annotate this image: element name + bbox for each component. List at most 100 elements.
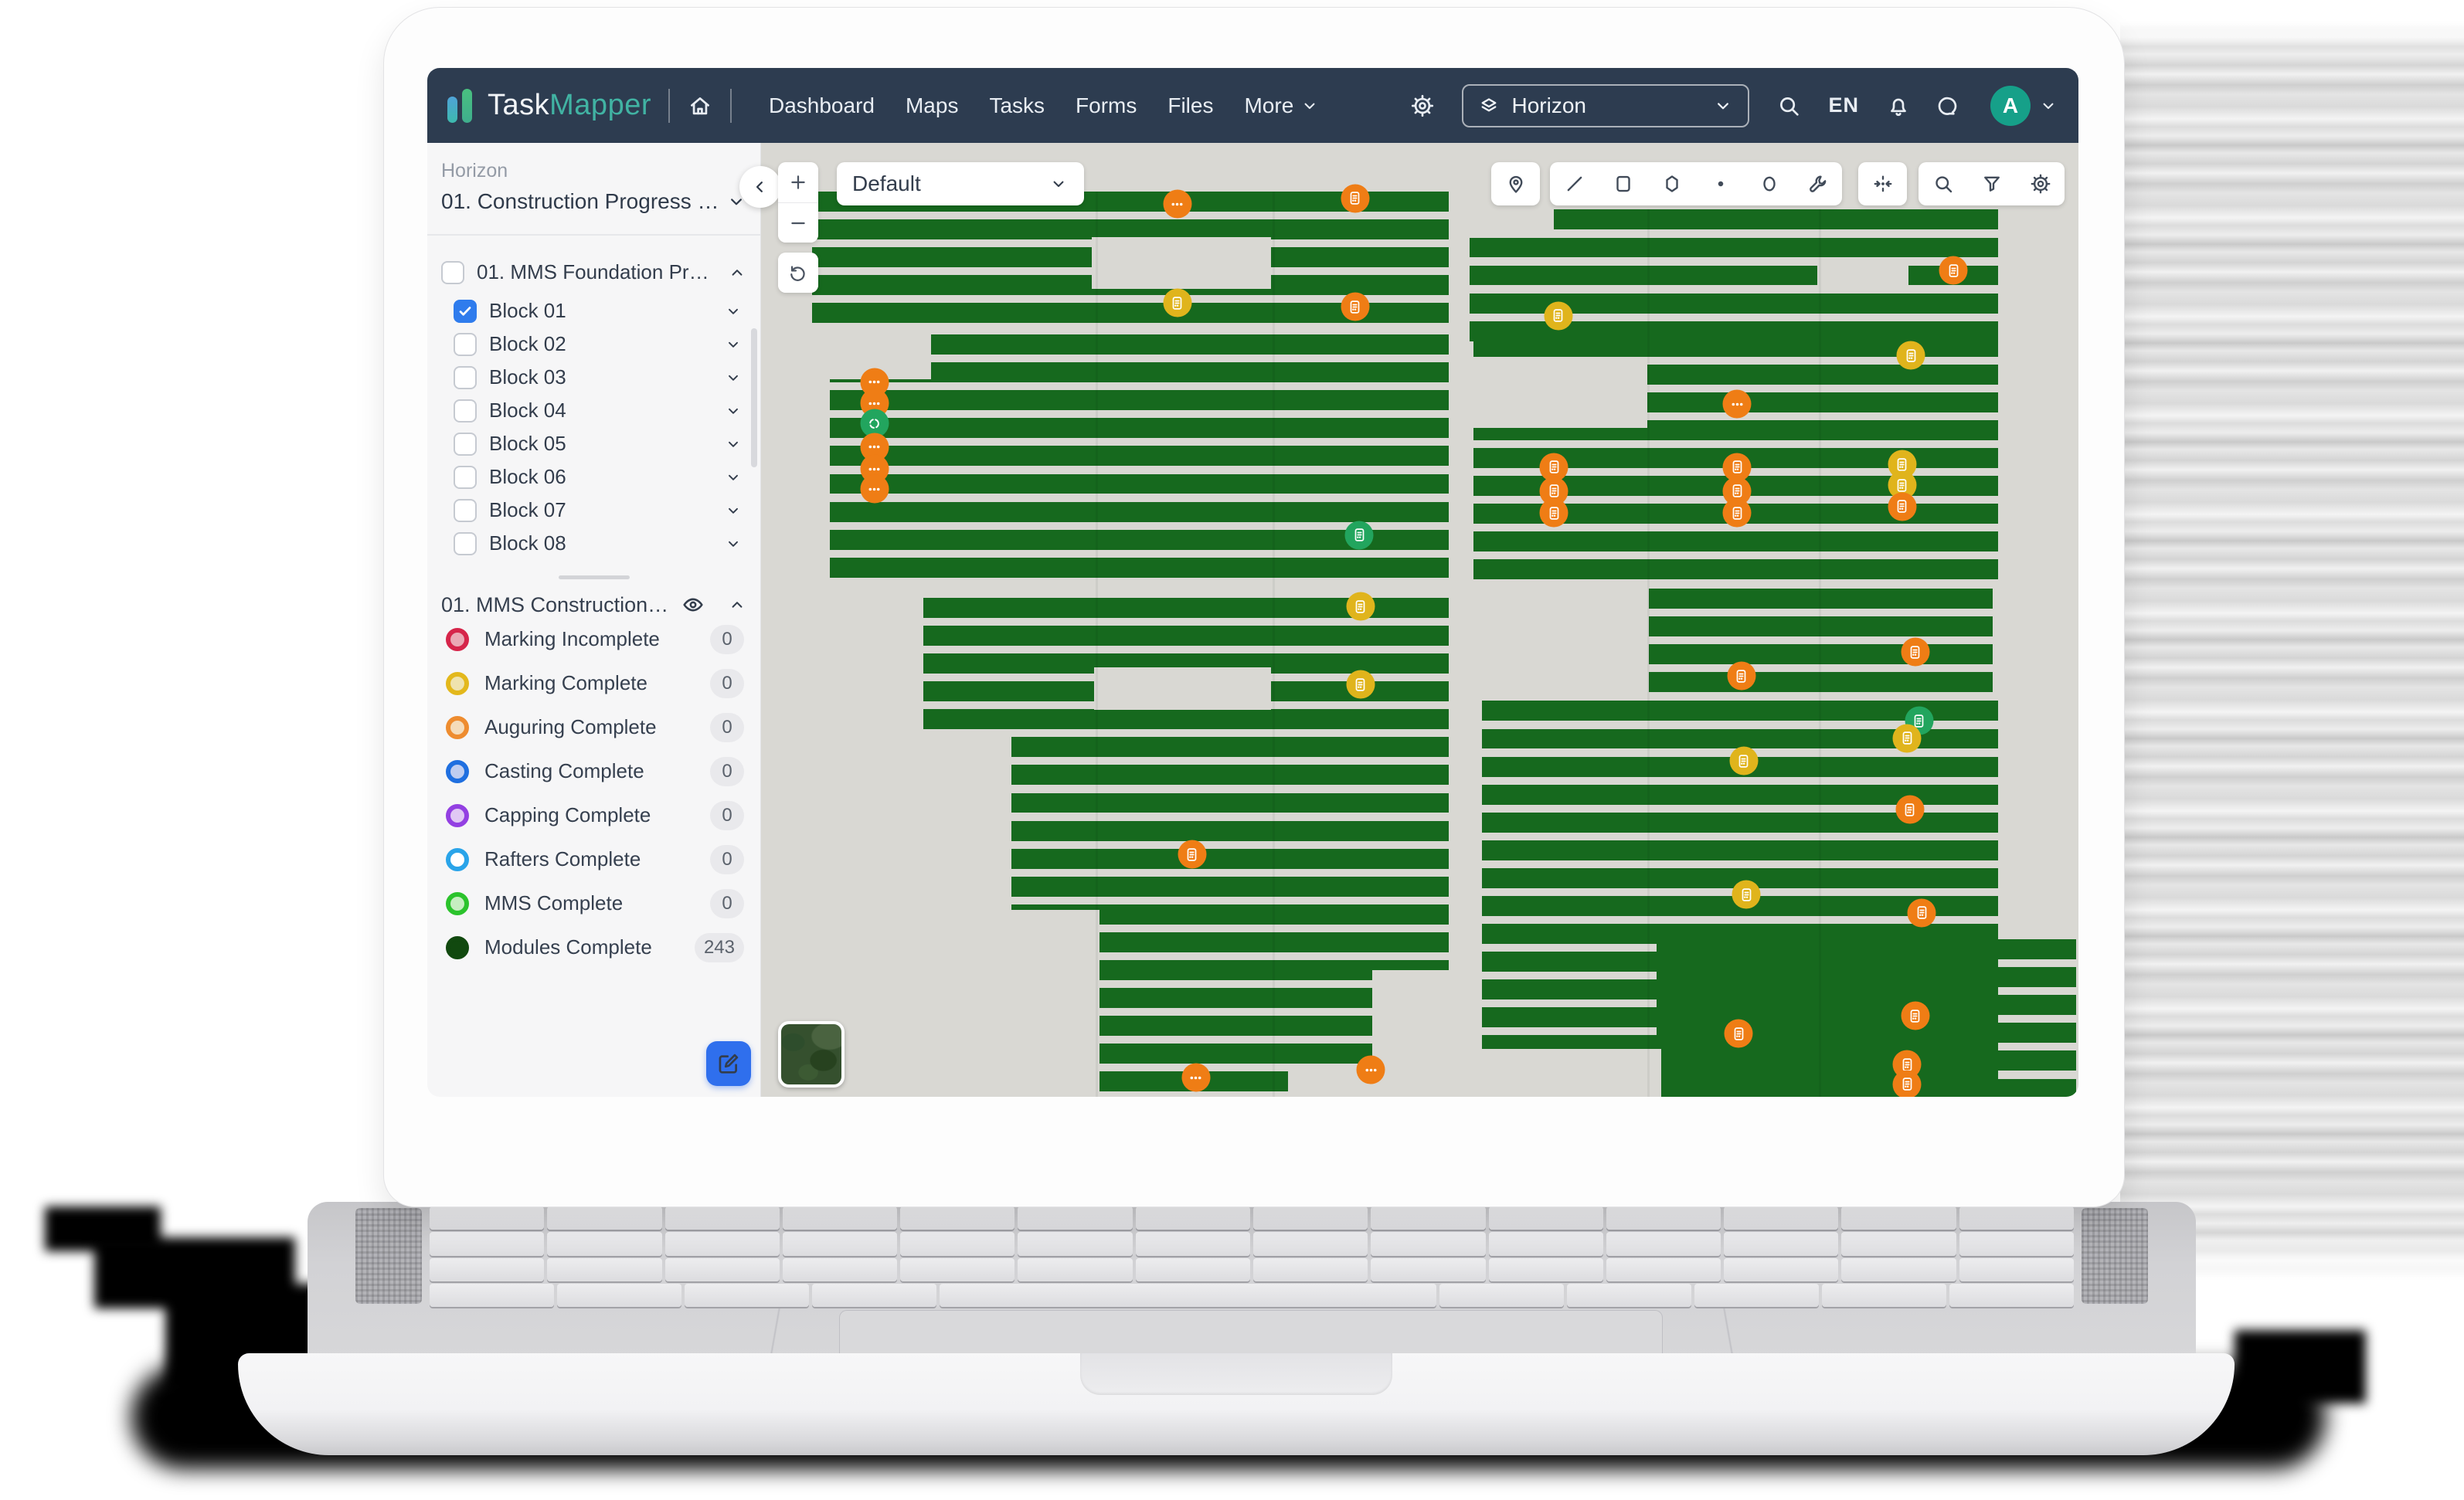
map-marker-form[interactable] bbox=[1732, 880, 1761, 909]
map-marker-form[interactable] bbox=[1346, 670, 1375, 699]
map-marker-form[interactable] bbox=[1896, 341, 1925, 370]
block-row[interactable]: Block 02 bbox=[427, 327, 761, 361]
gear-button[interactable] bbox=[2016, 162, 2065, 205]
zoom-out-button[interactable] bbox=[778, 202, 818, 243]
report-selector[interactable]: 01. Construction Progress Report... bbox=[441, 189, 747, 214]
map-marker-dots[interactable] bbox=[1181, 1063, 1211, 1092]
map-marker-form[interactable] bbox=[1544, 301, 1573, 331]
legend-item[interactable]: Capping Complete 0 bbox=[427, 793, 761, 837]
dot-tool-button[interactable] bbox=[1696, 162, 1745, 205]
legend-item[interactable]: Marking Incomplete 0 bbox=[427, 617, 761, 661]
map-marker-form[interactable] bbox=[1892, 724, 1922, 753]
block-checkbox[interactable] bbox=[454, 432, 477, 456]
nav-item-maps[interactable]: Maps bbox=[905, 93, 959, 117]
rect-tool-button[interactable] bbox=[1599, 162, 1647, 205]
map-marker-form[interactable] bbox=[1729, 746, 1759, 775]
map-canvas[interactable]: Default bbox=[761, 143, 2078, 1097]
map-marker-form[interactable] bbox=[1892, 1070, 1922, 1097]
block-checkbox[interactable] bbox=[454, 498, 477, 522]
block-row[interactable]: Block 03 bbox=[427, 361, 761, 394]
legend-item[interactable]: Auguring Complete 0 bbox=[427, 705, 761, 749]
map-marker-form[interactable] bbox=[1939, 256, 1968, 285]
block-row[interactable]: Block 01 bbox=[427, 294, 761, 327]
map-marker-form[interactable] bbox=[1539, 477, 1568, 506]
block-row[interactable]: Block 08 bbox=[427, 527, 761, 560]
rotate-reset-button[interactable] bbox=[778, 253, 818, 293]
sidebar-collapse-button[interactable] bbox=[739, 166, 781, 208]
legend-item[interactable]: Modules Complete 243 bbox=[427, 925, 761, 969]
map-marker-form[interactable] bbox=[1888, 492, 1917, 521]
map-marker-form[interactable] bbox=[1901, 637, 1930, 667]
nav-item-files[interactable]: Files bbox=[1167, 93, 1214, 117]
avatar[interactable]: A bbox=[1990, 85, 2031, 126]
eye-icon[interactable] bbox=[681, 592, 705, 617]
map-marker-form[interactable] bbox=[1724, 1019, 1753, 1048]
block-row[interactable]: Block 07 bbox=[427, 494, 761, 527]
wrench-tool-button[interactable] bbox=[1793, 162, 1842, 205]
block-checkbox[interactable] bbox=[454, 399, 477, 423]
map-marker-form[interactable] bbox=[1539, 453, 1568, 482]
brand-logo[interactable]: TaskMapper bbox=[446, 86, 651, 126]
resize-handle[interactable] bbox=[558, 575, 630, 579]
home-button[interactable] bbox=[687, 93, 713, 119]
map-marker-dots[interactable] bbox=[1722, 389, 1752, 419]
nav-item-tasks[interactable]: Tasks bbox=[989, 93, 1045, 117]
user-menu[interactable]: A bbox=[1990, 85, 2058, 126]
map-style-selector[interactable]: Default bbox=[837, 162, 1084, 205]
map-marker-form[interactable] bbox=[1346, 592, 1375, 621]
chevron-up-icon[interactable] bbox=[727, 595, 747, 615]
map-marker-form[interactable] bbox=[1341, 292, 1370, 321]
settings-gear-icon[interactable] bbox=[1409, 93, 1436, 119]
language-switcher[interactable]: EN bbox=[1828, 93, 1859, 117]
pin-tool-button[interactable] bbox=[1491, 162, 1540, 205]
layer-group-header[interactable]: 01. MMS Foundation Progre... bbox=[441, 260, 747, 284]
search-icon[interactable] bbox=[1776, 93, 1802, 119]
block-checkbox[interactable] bbox=[454, 332, 477, 356]
block-checkbox[interactable] bbox=[454, 531, 477, 555]
map-marker-form[interactable] bbox=[1178, 840, 1207, 869]
map-marker-sync[interactable] bbox=[860, 409, 889, 438]
map-marker-form[interactable] bbox=[1901, 1001, 1930, 1030]
map-marker-dots[interactable] bbox=[1163, 189, 1192, 219]
zoom-in-button[interactable] bbox=[778, 162, 818, 202]
map-marker-form[interactable] bbox=[1163, 288, 1192, 317]
map-marker-form[interactable] bbox=[1727, 661, 1756, 691]
map-marker-form[interactable] bbox=[1341, 184, 1370, 213]
layer-group-checkbox[interactable] bbox=[441, 260, 464, 284]
map-marker-form[interactable] bbox=[1722, 498, 1752, 528]
legend-item[interactable]: Casting Complete 0 bbox=[427, 749, 761, 793]
search-button[interactable] bbox=[1919, 162, 1967, 205]
map-marker-dots[interactable] bbox=[1356, 1055, 1385, 1084]
edit-button[interactable] bbox=[706, 1041, 751, 1086]
workspace-selector[interactable]: Horizon bbox=[1462, 83, 1750, 127]
map-marker-form[interactable] bbox=[1539, 498, 1568, 528]
map-marker-form[interactable] bbox=[1344, 521, 1374, 550]
chevron-up-icon[interactable] bbox=[727, 263, 747, 283]
map-marker-form[interactable] bbox=[1895, 795, 1925, 824]
legend-item[interactable]: Marking Complete 0 bbox=[427, 661, 761, 705]
legend-item[interactable]: MMS Complete 0 bbox=[427, 881, 761, 925]
map-marker-dots[interactable] bbox=[860, 474, 889, 504]
block-checkbox[interactable] bbox=[454, 299, 477, 323]
map-marker-form[interactable] bbox=[1722, 453, 1752, 482]
laptop-key bbox=[664, 1232, 780, 1256]
nav-item-more[interactable]: More bbox=[1244, 93, 1320, 118]
polygon-tool-button[interactable] bbox=[1647, 162, 1696, 205]
notifications-bell-icon[interactable] bbox=[1885, 93, 1912, 119]
block-row[interactable]: Block 04 bbox=[427, 394, 761, 427]
block-checkbox[interactable] bbox=[454, 365, 477, 389]
scrollbar[interactable] bbox=[751, 328, 757, 467]
chat-icon[interactable] bbox=[1938, 93, 1964, 119]
block-row[interactable]: Block 05 bbox=[427, 427, 761, 460]
nav-item-forms[interactable]: Forms bbox=[1076, 93, 1137, 117]
basemap-toggle-thumbnail[interactable] bbox=[778, 1021, 845, 1088]
block-checkbox[interactable] bbox=[454, 465, 477, 489]
block-row[interactable]: Block 06 bbox=[427, 460, 761, 494]
center-map-button[interactable] bbox=[1858, 162, 1907, 205]
legend-item[interactable]: Rafters Complete 0 bbox=[427, 837, 761, 881]
circle-tool-button[interactable] bbox=[1745, 162, 1793, 205]
line-tool-button[interactable] bbox=[1550, 162, 1599, 205]
funnel-button[interactable] bbox=[1967, 162, 2016, 205]
map-marker-form[interactable] bbox=[1907, 898, 1936, 928]
nav-item-dashboard[interactable]: Dashboard bbox=[768, 93, 875, 117]
